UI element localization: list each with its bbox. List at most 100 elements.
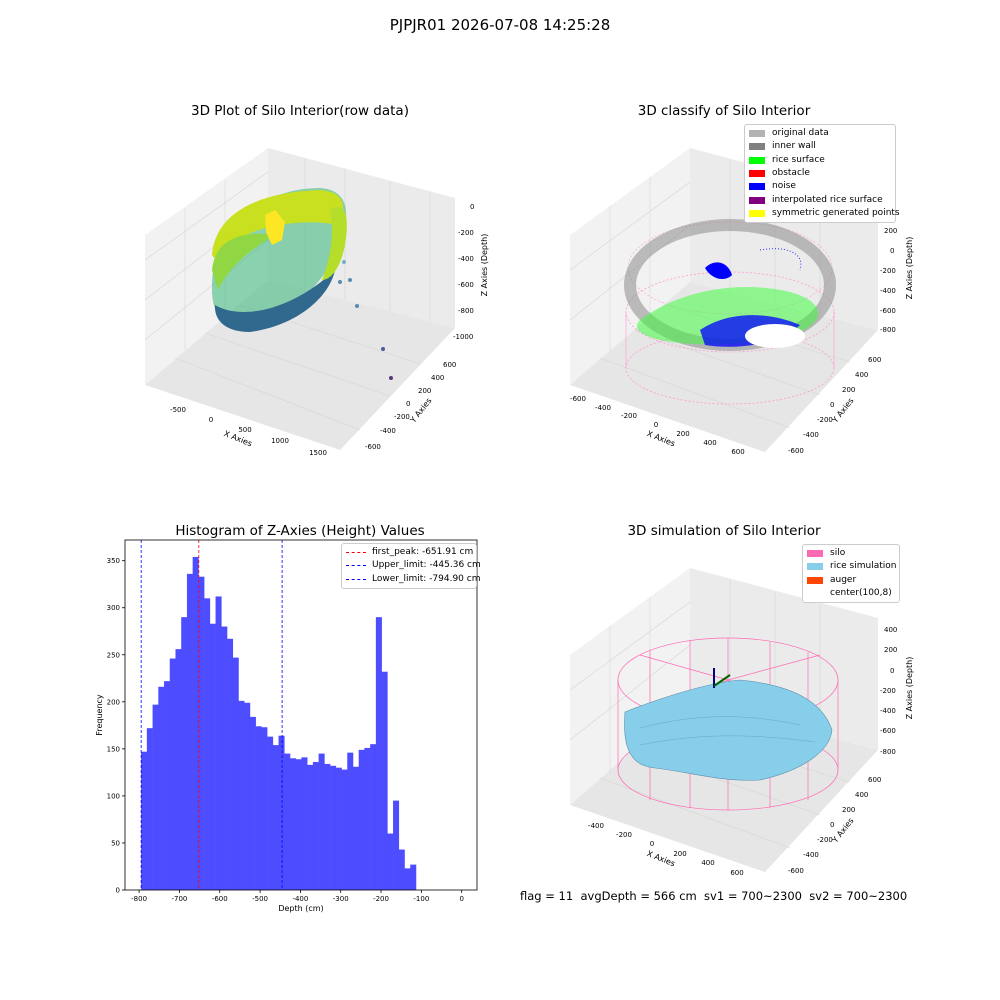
legend-item: rice surface	[749, 154, 895, 167]
raw-ytick: -600	[365, 443, 381, 451]
simulation-legend: silo rice simulation auger center(100,8)	[802, 544, 900, 604]
raw-scatter	[211, 188, 393, 380]
raw-xtick: 1000	[271, 437, 289, 445]
histogram-bar	[284, 753, 291, 890]
classify-ytick: -600	[788, 447, 804, 455]
x-tick-label: -500	[252, 895, 268, 903]
rice-simulation-surface	[624, 679, 833, 781]
y-tick-label: 200	[107, 698, 120, 706]
sim-ytick: -400	[803, 851, 819, 859]
histogram-bar	[209, 623, 216, 890]
legend-swatch	[807, 563, 823, 571]
figure-title: PJPJR01 2026-07-08 14:25:28	[389, 16, 611, 34]
raw-ytick: 200	[418, 387, 431, 395]
histogram-bar	[278, 735, 285, 890]
histogram-bar	[330, 765, 337, 890]
legend-swatch	[749, 209, 765, 217]
raw-ylabel: Y Axies	[408, 396, 434, 425]
sim-ytick: 200	[842, 806, 855, 814]
raw-ztick: -1000	[453, 333, 473, 341]
raw-ytick: -400	[380, 427, 396, 435]
histogram-bar	[404, 868, 411, 890]
classify-ztick: -200	[880, 267, 896, 275]
raw-xtick: 500	[238, 426, 251, 434]
legend-swatch	[807, 550, 823, 558]
raw-xtick: 1500	[309, 449, 327, 457]
legend-label: noise	[772, 181, 796, 192]
x-tick-label: -200	[373, 895, 389, 903]
legend-label: auger	[830, 574, 857, 585]
histogram-bar	[307, 764, 314, 890]
sim-ytick: -200	[817, 836, 833, 844]
legend-swatch	[749, 170, 765, 178]
raw-xtick: -500	[170, 406, 186, 414]
classify-ztick: -800	[880, 326, 896, 334]
legend-swatch	[749, 130, 765, 138]
legend-item: center(100,8)	[807, 587, 899, 600]
sim-xtick: -400	[588, 822, 604, 830]
raw-zlabel: Z Axies (Depth)	[480, 234, 489, 297]
sim-xtick: 200	[673, 850, 686, 858]
legend-line	[346, 578, 366, 580]
classify-ytick: 0	[830, 401, 834, 409]
raw-ztick: 0	[470, 203, 474, 211]
histogram-bar	[381, 671, 388, 890]
legend-swatch	[749, 143, 765, 151]
sim-xlabel: X Axies	[646, 849, 677, 868]
classify-xtick: 0	[654, 421, 658, 429]
sim-xtick: -200	[616, 831, 632, 839]
legend-swatch	[749, 183, 765, 191]
legend-label: symmetric generated points	[772, 207, 900, 218]
legend-item: Lower_limit: -794.90 cm	[346, 573, 480, 586]
legend-item: obstacle	[749, 167, 895, 180]
histogram-bar	[146, 728, 153, 890]
simulation-plot-title: 3D simulation of Silo Interior	[627, 523, 821, 539]
histogram-bar	[221, 626, 228, 890]
classify-xtick: 400	[703, 439, 716, 447]
histogram-bar	[227, 638, 234, 890]
legend-item: interpolated rice surface	[749, 193, 895, 206]
sim-ytick: 600	[868, 776, 881, 784]
x-tick-label: -300	[333, 895, 349, 903]
y-tick-label: 350	[107, 557, 120, 565]
classify-ztick: -600	[880, 307, 896, 315]
histogram-bar	[238, 700, 245, 890]
classify-xlabel: X Axies	[646, 429, 677, 448]
histogram-bar	[318, 753, 325, 890]
classify-ztick: 0	[890, 247, 894, 255]
legend-line	[346, 552, 366, 554]
histogram-bar	[352, 766, 359, 890]
histogram-threshold-lines	[140, 540, 283, 890]
x-tick-label: -800	[131, 895, 147, 903]
raw-3d-plot: -500 0 500 1000 1500 600 400 200 0 -200 …	[144, 148, 489, 457]
legend-label: Lower_limit: -794.90 cm	[372, 573, 481, 584]
x-tick-label: -400	[292, 895, 308, 903]
histogram-bar	[169, 658, 176, 890]
legend-item: original data	[749, 127, 895, 140]
histogram-bar	[398, 849, 405, 890]
classify-xtick: 200	[676, 430, 689, 438]
classify-ytick: -400	[803, 431, 819, 439]
sim-ztick: 200	[884, 646, 897, 654]
histogram-bar	[295, 759, 302, 890]
histogram-bar	[244, 702, 251, 890]
legend-swatch	[749, 196, 765, 204]
histogram-bar	[175, 649, 182, 890]
raw-ztick: -600	[458, 281, 474, 289]
classify-plot-title: 3D classify of Silo Interior	[637, 103, 811, 119]
histogram-bar	[181, 617, 188, 890]
legend-label: rice simulation	[830, 561, 897, 572]
histogram-frame	[124, 539, 478, 891]
legend-swatch	[807, 590, 823, 597]
histogram-bar	[249, 716, 256, 890]
histogram-bar	[341, 769, 348, 890]
sim-xtick: 600	[730, 869, 743, 877]
histogram-chart: -800 -700 -600 -500 -400 -300 -200 -100 0 0 50 100…	[95, 539, 478, 913]
raw-ytick: 600	[443, 361, 456, 369]
legend-line	[346, 565, 366, 567]
classify-xtick: 600	[731, 448, 744, 456]
x-tick-label: -100	[413, 895, 429, 903]
classify-ztick: -400	[880, 287, 896, 295]
legend-label: interpolated rice surface	[772, 194, 883, 205]
classify-legend: original data inner wall rice surface ob…	[744, 124, 900, 224]
